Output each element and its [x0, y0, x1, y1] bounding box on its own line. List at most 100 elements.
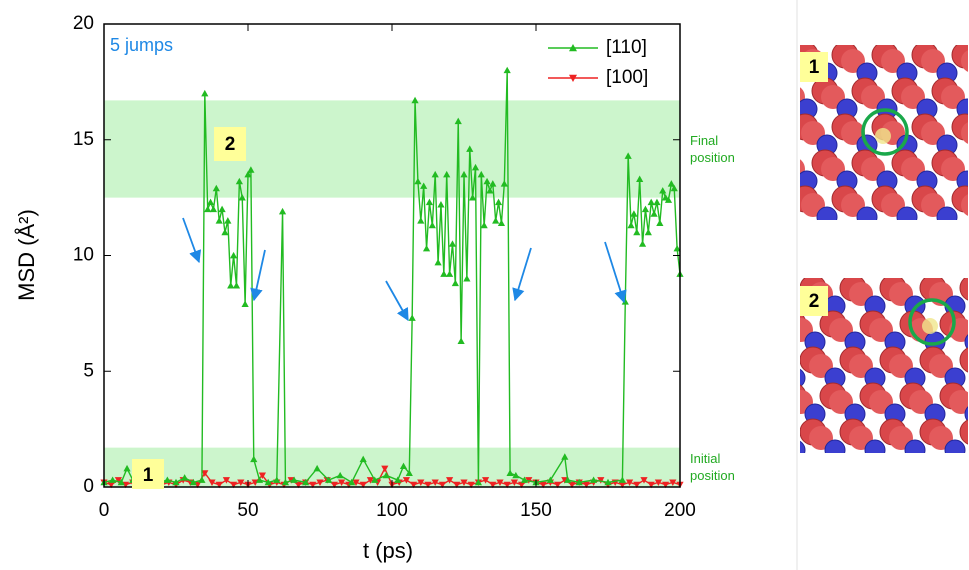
atom-red — [949, 246, 969, 270]
state-label: 2 — [225, 134, 236, 155]
data-point — [664, 196, 673, 203]
data-point — [382, 471, 390, 479]
position-band — [104, 100, 680, 198]
data-point — [618, 476, 626, 483]
atom-blue — [805, 476, 825, 496]
data-point — [371, 476, 379, 483]
data-point — [647, 198, 655, 206]
data-point — [446, 270, 454, 277]
data-point — [670, 184, 678, 192]
data-point — [227, 281, 235, 289]
y-tick-label: 20 — [73, 13, 94, 34]
atom-red — [941, 229, 965, 253]
data-point — [434, 258, 442, 266]
atom-red — [789, 246, 813, 270]
atom-blue — [800, 45, 814, 48]
atom-blue — [800, 440, 806, 453]
data-point — [313, 464, 321, 472]
data-point — [503, 481, 511, 489]
atom-red — [812, 6, 838, 32]
atom-red — [821, 13, 845, 37]
data-point — [630, 210, 638, 217]
data-point — [338, 479, 346, 486]
atom-red — [821, 229, 845, 253]
atom-blue — [864, 439, 886, 453]
atom-blue — [777, 63, 797, 83]
data-point — [250, 455, 258, 463]
y-tick-label: 15 — [73, 129, 94, 150]
atom-blue — [808, 278, 822, 281]
atom-red — [940, 455, 966, 481]
x-tick-label: 200 — [664, 500, 696, 521]
atom-red — [769, 354, 793, 378]
data-point — [554, 481, 562, 489]
data-point — [467, 481, 475, 489]
x-tick-label: 0 — [99, 500, 110, 521]
data-point — [215, 217, 223, 224]
data-point — [518, 481, 526, 489]
data-point — [437, 200, 445, 208]
data-point — [460, 479, 468, 486]
atom-red — [820, 455, 846, 481]
atom-blue — [925, 476, 945, 496]
data-point — [561, 453, 569, 460]
data-point — [218, 205, 226, 213]
legend-label: [100] — [606, 67, 648, 88]
atom-red — [781, 13, 805, 37]
data-point — [410, 481, 418, 489]
data-point — [181, 474, 189, 481]
atom-red — [769, 282, 793, 306]
data-point — [457, 337, 465, 345]
atom-red — [892, 6, 918, 32]
atom-blue — [777, 207, 797, 227]
data-point — [411, 96, 419, 104]
atom-blue — [816, 206, 838, 220]
atom-red — [909, 246, 933, 270]
atom-red — [961, 194, 968, 216]
data-point — [431, 479, 439, 486]
data-point — [244, 170, 252, 178]
data-point — [618, 481, 626, 489]
data-point — [454, 117, 462, 125]
data-point — [123, 464, 131, 472]
band-label: Final position — [690, 133, 735, 165]
data-point — [640, 477, 648, 484]
data-point — [520, 476, 529, 483]
plot-frame — [103, 23, 681, 488]
data-point — [408, 314, 416, 321]
atom-red — [780, 455, 806, 481]
data-point — [417, 479, 425, 486]
atom-blue — [936, 206, 958, 220]
atom-red — [869, 246, 893, 270]
data-point — [172, 478, 180, 486]
data-point — [163, 476, 171, 483]
atom-red — [852, 6, 878, 32]
data-point — [114, 477, 122, 484]
atom-red — [772, 6, 798, 32]
data-point — [624, 152, 632, 159]
atom-blue — [800, 368, 806, 388]
atom-red — [901, 13, 925, 37]
jumps-annotation: 5 jumps — [110, 35, 173, 55]
data-point — [224, 217, 232, 224]
label-box — [214, 127, 246, 161]
atom-red — [761, 193, 785, 217]
data-point — [366, 477, 374, 484]
data-point — [309, 481, 317, 489]
data-point — [546, 476, 554, 483]
atom-red — [761, 49, 785, 73]
atom-blue — [845, 476, 865, 496]
data-point — [604, 478, 612, 486]
atom-red — [959, 347, 968, 373]
atom-red — [932, 222, 958, 248]
atom-blue — [964, 334, 968, 350]
data-point — [348, 478, 356, 486]
data-point — [204, 205, 212, 213]
data-point — [453, 481, 461, 489]
data-point — [633, 228, 641, 236]
interstitial — [875, 128, 891, 144]
state-label: 1 — [143, 465, 154, 486]
data-point — [247, 166, 255, 173]
data-point — [512, 471, 520, 479]
data-point — [653, 198, 661, 206]
